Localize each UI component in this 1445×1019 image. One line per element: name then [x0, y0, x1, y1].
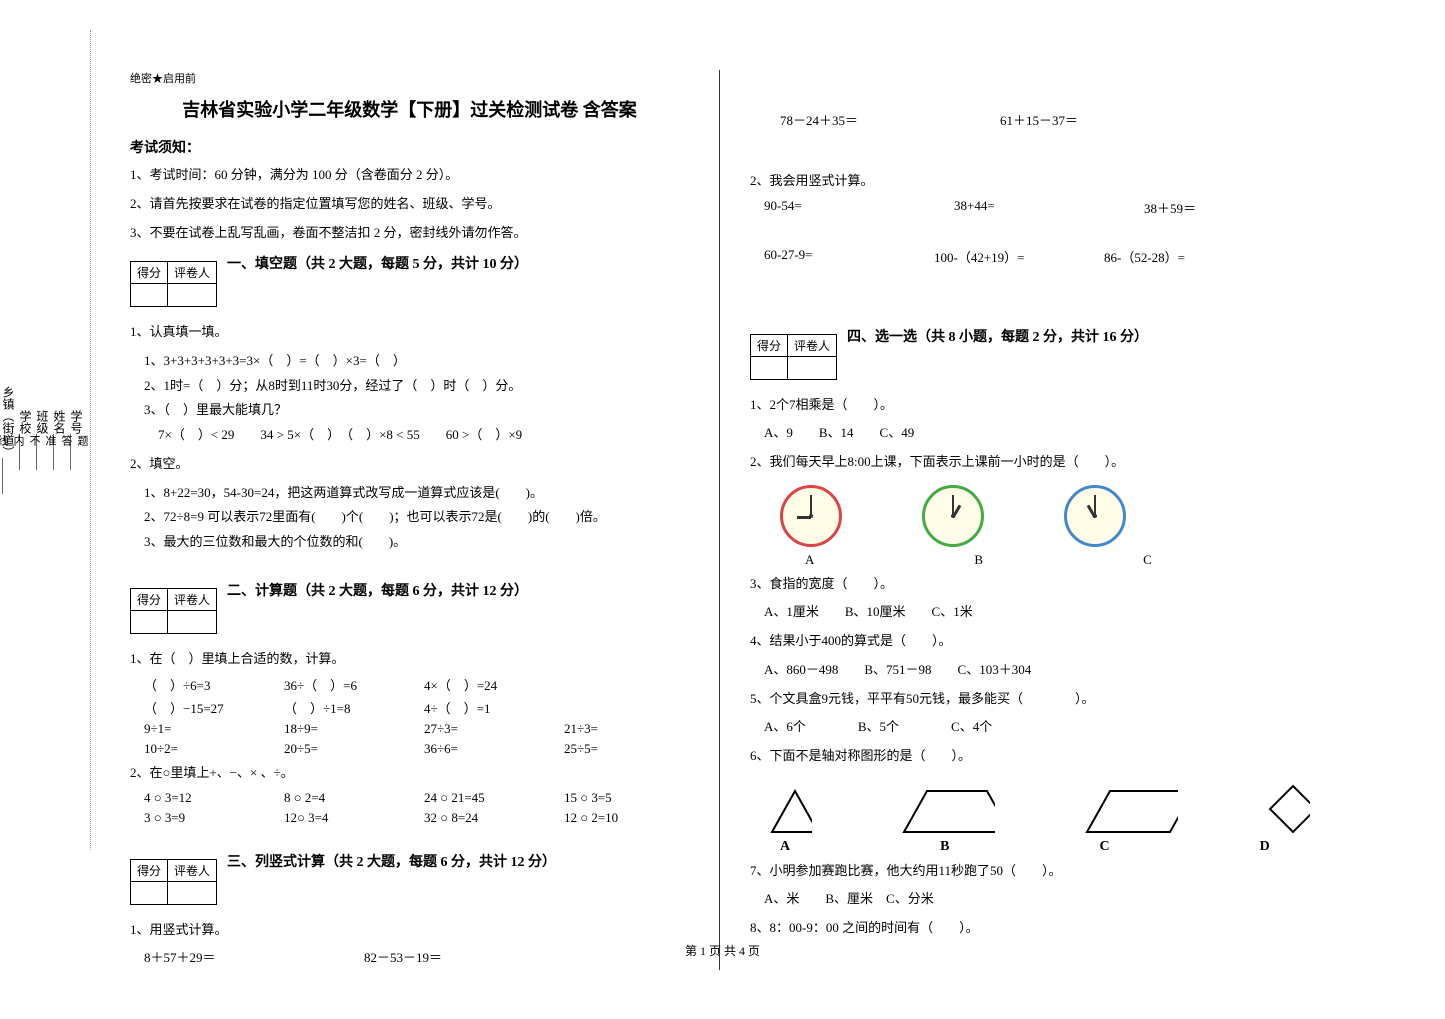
- shape-trapezoid-icon: [902, 789, 995, 834]
- score-box-4: 得分评卷人: [750, 334, 837, 380]
- shape-options: [770, 784, 1310, 834]
- clock-options: [780, 485, 1310, 547]
- score-box-3: 得分评卷人: [130, 859, 217, 905]
- section-1-title: 一、填空题（共 2 大题，每题 5 分，共计 10 分）: [227, 253, 528, 273]
- s4-q3: 3、食指的宽度（ ）。: [750, 572, 1310, 597]
- column-divider: [719, 70, 720, 970]
- s4-q7: 7、小明参加赛跑比赛，他大约用11秒跑了50（ ）。: [750, 859, 1310, 884]
- s4-q5: 5、个文具盒9元钱，平平有50元钱，最多能买（ ）。: [750, 687, 1310, 712]
- s3-q2: 2、我会用竖式计算。: [750, 169, 1310, 194]
- s4-q8: 8、8：00-9：00 之间的时间有（ ）。: [750, 916, 1310, 941]
- clock-a: [780, 485, 842, 547]
- s2-q2: 2、在○里填上+、−、× 、÷。: [130, 761, 689, 786]
- section-3-title: 三、列竖式计算（共 2 大题，每题 6 分，共计 12 分）: [227, 851, 556, 871]
- secret-label: 绝密★启用前: [130, 70, 689, 86]
- score-box-1: 得分评卷人: [130, 261, 217, 307]
- notice-3: 3、不要在试卷上乱写乱画，卷面不整洁扣 2 分，密封线外请勿作答。: [130, 223, 689, 244]
- section-4-title: 四、选一选（共 8 小题，每题 2 分，共计 16 分）: [847, 326, 1148, 346]
- shape-diamond-icon: [1268, 784, 1310, 834]
- left-column: 绝密★启用前 吉林省实验小学二年级数学【下册】过关检测试卷 含答案 考试须知： …: [120, 70, 699, 970]
- s4-q6: 6、下面不是轴对称图形的是（ ）。: [750, 744, 1310, 769]
- s3-q1: 1、用竖式计算。: [130, 918, 689, 943]
- s1-q1: 1、认真填一填。: [130, 320, 689, 345]
- notice-1: 1、考试时间：60 分钟，满分为 100 分（含卷面分 2 分）。: [130, 165, 689, 186]
- right-column: 78－24＋35＝61＋15－37＝ 2、我会用竖式计算。 90-54=38+4…: [740, 70, 1320, 970]
- s4-q1: 1、2个7相乘是（ ）。: [750, 393, 1310, 418]
- notice-2: 2、请首先按要求在试卷的指定位置填写您的姓名、班级、学号。: [130, 194, 689, 215]
- page-footer: 第 1 页 共 4 页: [0, 942, 1445, 959]
- s2-q1: 1、在（ ）里填上合适的数，计算。: [130, 647, 689, 672]
- s1-q2: 2、填空。: [130, 452, 689, 477]
- shape-parallelogram-icon: [1085, 789, 1178, 834]
- section-2-title: 二、计算题（共 2 大题，每题 6 分，共计 12 分）: [227, 580, 528, 600]
- notice-heading: 考试须知：: [130, 137, 689, 157]
- clock-b: [922, 485, 984, 547]
- s4-q4: 4、结果小于400的算式是（ ）。: [750, 629, 1310, 654]
- seal-line-text: 题 答 准 不 内 线 封 密: [70, 30, 90, 850]
- clock-c: [1064, 485, 1126, 547]
- shape-triangle-icon: [770, 789, 812, 834]
- s4-q2: 2、我们每天早上8:00上课，下面表示上课前一小时的是（ ）。: [750, 450, 1310, 475]
- exam-title: 吉林省实验小学二年级数学【下册】过关检测试卷 含答案: [130, 96, 689, 122]
- score-box-2: 得分评卷人: [130, 588, 217, 634]
